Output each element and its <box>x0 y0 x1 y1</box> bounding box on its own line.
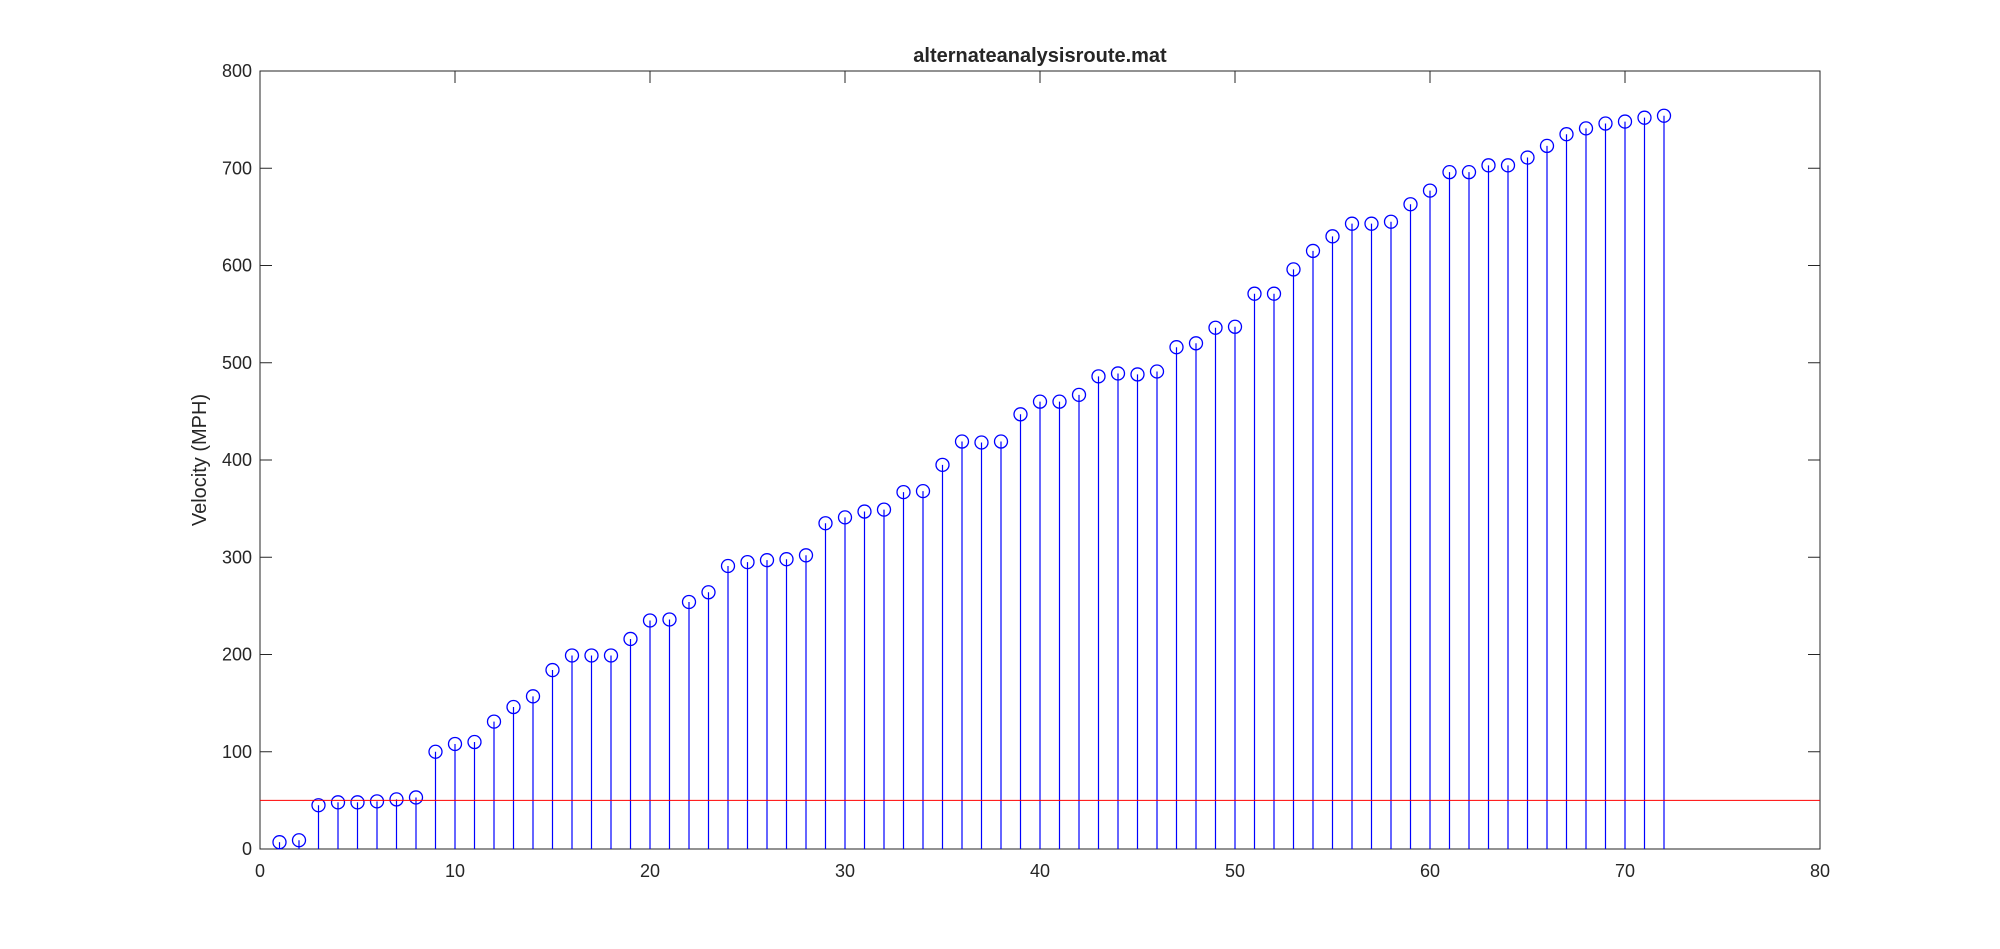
stem-marker <box>1227 319 1243 334</box>
stem-marker <box>1032 394 1048 409</box>
stem-marker <box>740 554 755 570</box>
stem-marker <box>779 552 794 567</box>
stem-marker <box>408 790 424 805</box>
stem-marker <box>486 714 502 729</box>
stem-marker <box>1266 286 1282 301</box>
y-tick-label: 300 <box>222 547 252 567</box>
stem-marker <box>818 516 833 531</box>
stem-marker <box>1013 407 1028 422</box>
stem-marker <box>720 558 736 574</box>
stem-marker <box>350 795 365 810</box>
stem-marker <box>369 794 385 809</box>
stem-marker <box>467 734 482 750</box>
chart-title: alternateanalysisroute.mat <box>913 45 1167 67</box>
stem-marker <box>915 483 931 499</box>
y-tick-label: 800 <box>222 61 252 81</box>
y-tick-label: 700 <box>222 158 252 178</box>
x-tick-label: 0 <box>255 861 265 881</box>
stem-marker <box>1598 116 1613 131</box>
stem-marker <box>584 648 599 663</box>
x-tick-label: 70 <box>1615 861 1635 881</box>
stem-marker <box>623 631 638 647</box>
plot-area: 0 10 20 30 40 50 60 70 8001002003004005006007008… <box>222 61 1830 881</box>
stem-marker <box>1481 158 1496 173</box>
stem-marker <box>1286 262 1301 277</box>
stem-marker <box>896 484 911 500</box>
stem-marker <box>447 736 463 752</box>
stem-marker <box>1110 366 1126 381</box>
stem-marker <box>1247 286 1262 301</box>
stem-marker <box>1091 369 1106 384</box>
stem-marker <box>935 457 950 473</box>
stem-marker <box>857 504 872 519</box>
stem-marker <box>272 835 287 850</box>
stem-marker <box>681 594 697 610</box>
stem-marker <box>993 434 1009 449</box>
stem-marker <box>1520 150 1535 165</box>
stem-marker <box>525 689 541 704</box>
stem-marker <box>1500 158 1516 173</box>
y-tick-label: 100 <box>222 742 252 762</box>
stem-marker <box>506 699 521 715</box>
stem-marker <box>1578 121 1594 136</box>
stem-marker <box>1461 164 1477 180</box>
stem-marker <box>1344 216 1360 231</box>
x-tick-label: 60 <box>1420 861 1440 881</box>
stem-marker <box>642 613 658 628</box>
stem-marker <box>1169 340 1184 355</box>
y-axis-label: Velocity (MPH) <box>189 394 211 526</box>
stem-marker <box>1052 394 1067 409</box>
stem-marker <box>1130 367 1145 382</box>
stem-marker <box>1637 110 1652 125</box>
stem-marker <box>545 662 560 678</box>
stem-marker <box>1071 387 1087 402</box>
stem-marker <box>1188 336 1204 351</box>
y-tick-label: 400 <box>222 450 252 470</box>
stem-marker <box>1325 229 1340 244</box>
stem-marker <box>1539 138 1555 154</box>
stem-marker <box>662 612 677 627</box>
stem-marker <box>291 833 307 848</box>
stem-marker <box>330 795 346 810</box>
stem-marker <box>1364 216 1379 231</box>
stem-marker <box>311 798 326 813</box>
stem-marker <box>974 435 989 450</box>
stem-marker <box>1442 164 1457 180</box>
stem-marker <box>1656 108 1672 123</box>
x-tick-label: 30 <box>835 861 855 881</box>
stem-marker <box>428 744 443 759</box>
stem-marker <box>1559 127 1574 142</box>
stem-marker <box>1617 114 1633 129</box>
stem-marker <box>759 553 775 568</box>
y-tick-label: 500 <box>222 353 252 373</box>
stem-marker <box>389 792 404 807</box>
x-tick-label: 50 <box>1225 861 1245 881</box>
y-tick-label: 200 <box>222 645 252 665</box>
x-tick-label: 80 <box>1810 861 1830 881</box>
stem-marker <box>564 648 580 663</box>
stem-marker <box>1403 197 1418 212</box>
stem-marker <box>701 585 716 600</box>
y-tick-label: 0 <box>242 839 252 859</box>
stem-marker <box>1208 320 1223 335</box>
stem-marker <box>1422 183 1438 198</box>
stem-marker <box>798 548 814 563</box>
x-tick-label: 40 <box>1030 861 1050 881</box>
x-tick-label: 20 <box>640 861 660 881</box>
stem-marker <box>1305 243 1321 259</box>
stem-marker <box>954 434 970 449</box>
stem-marker <box>1149 364 1165 379</box>
y-tick-label: 600 <box>222 256 252 276</box>
stem-marker <box>876 502 892 517</box>
stem-marker <box>603 648 619 663</box>
x-tick-label: 10 <box>445 861 465 881</box>
stem-marker <box>1383 214 1399 229</box>
stem-marker <box>837 510 853 525</box>
